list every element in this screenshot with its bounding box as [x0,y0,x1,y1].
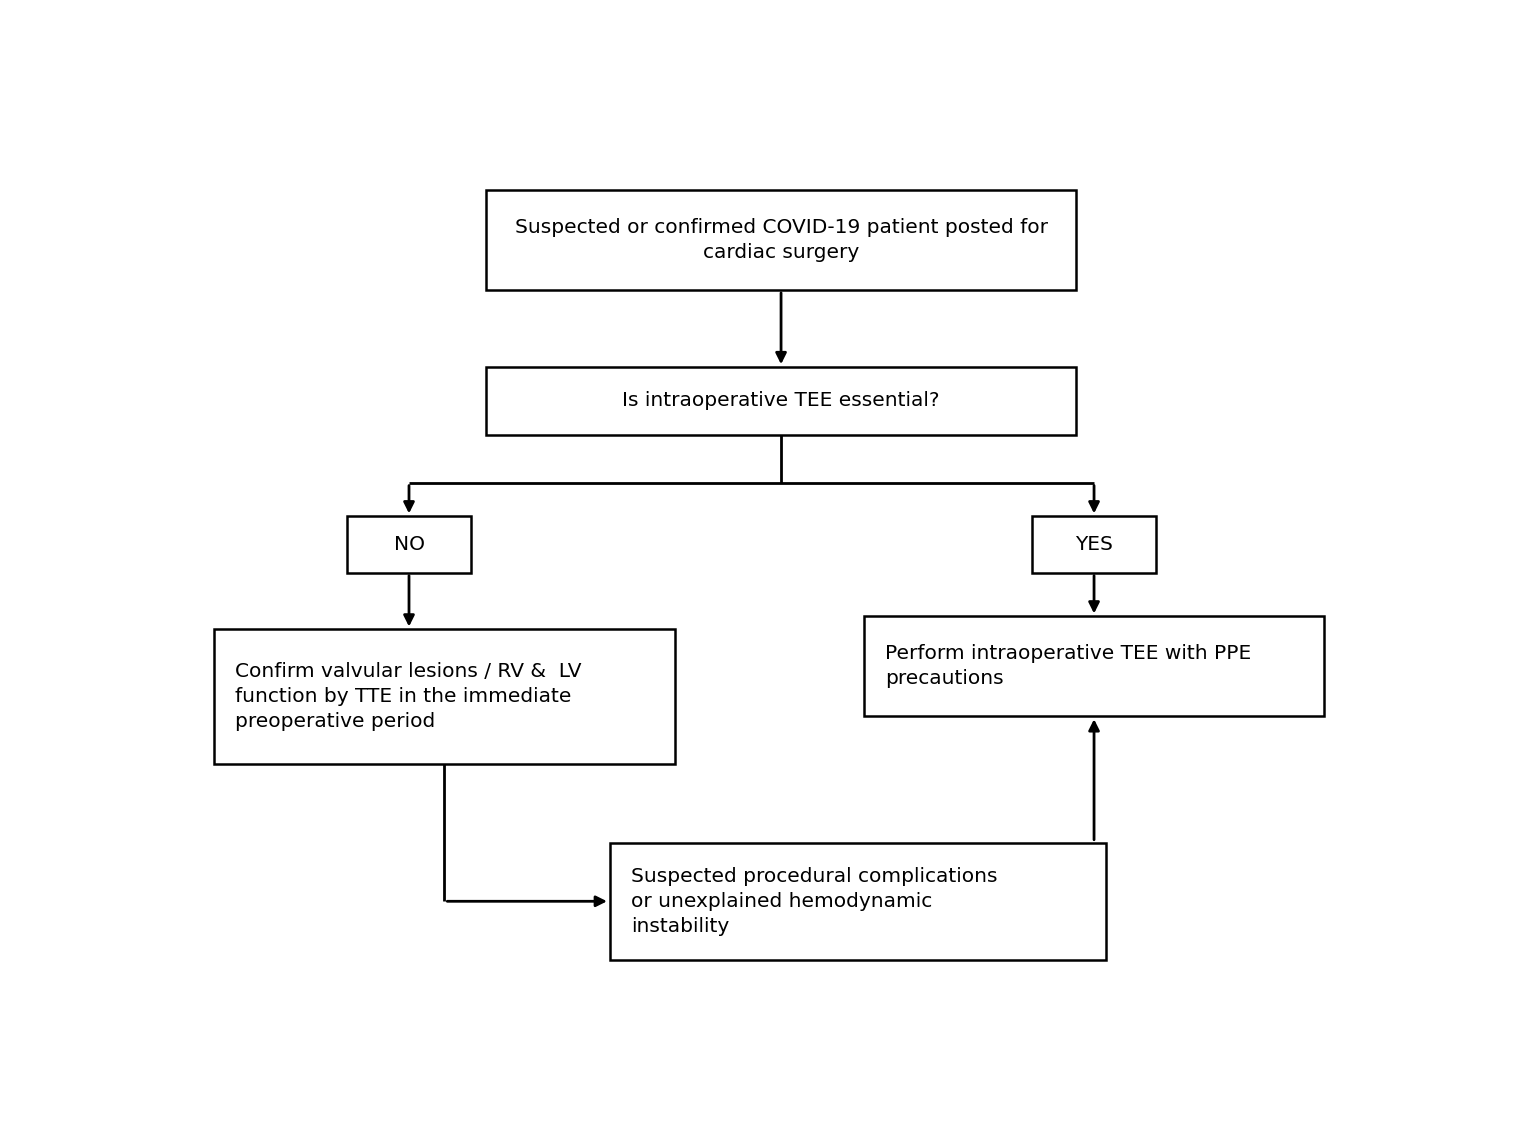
Text: Confirm valvular lesions / RV &  LV
function by TTE in the immediate
preoperativ: Confirm valvular lesions / RV & LV funct… [235,662,582,731]
FancyBboxPatch shape [486,190,1076,290]
Text: YES: YES [1074,534,1113,554]
Text: Suspected or confirmed COVID-19 patient posted for
cardiac surgery: Suspected or confirmed COVID-19 patient … [515,218,1047,262]
Text: NO: NO [393,534,425,554]
Text: Perform intraoperative TEE with PPE
precautions: Perform intraoperative TEE with PPE prec… [885,644,1251,688]
Text: Is intraoperative TEE essential?: Is intraoperative TEE essential? [622,391,940,410]
FancyBboxPatch shape [864,616,1324,716]
Text: Suspected procedural complications
or unexplained hemodynamic
instability: Suspected procedural complications or un… [631,867,998,936]
FancyBboxPatch shape [1032,516,1157,573]
FancyBboxPatch shape [213,629,675,764]
FancyBboxPatch shape [610,843,1106,960]
FancyBboxPatch shape [347,516,471,573]
FancyBboxPatch shape [486,367,1076,435]
